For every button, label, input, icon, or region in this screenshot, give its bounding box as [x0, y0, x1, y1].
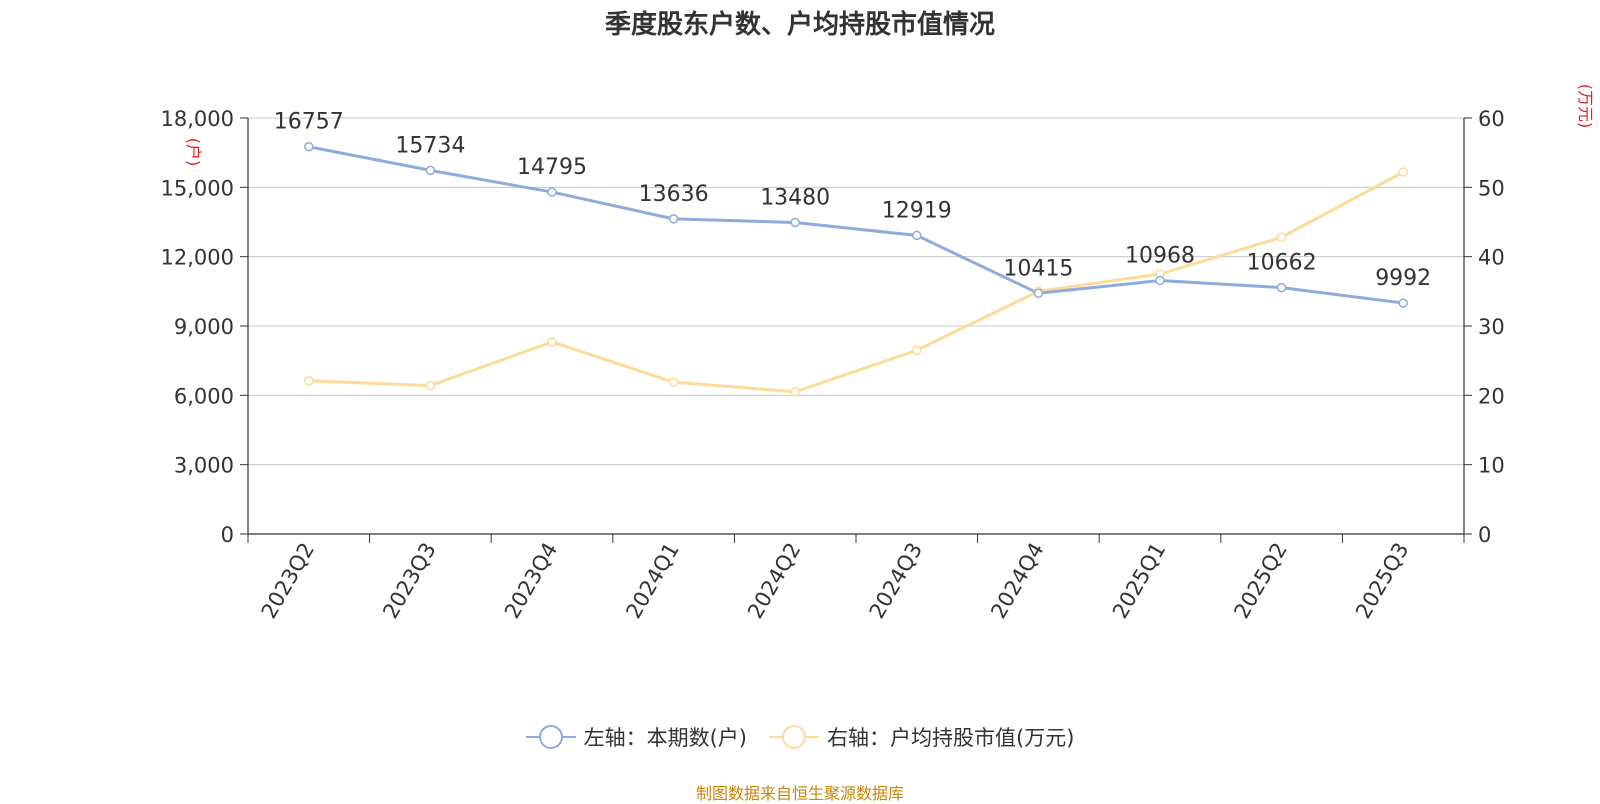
data-point-avg-market-value	[1276, 232, 1287, 243]
y-left-unit: (户)	[184, 138, 203, 167]
data-label-shareholder-count: 13636	[639, 182, 709, 207]
data-point-shareholder-count	[1398, 298, 1408, 308]
y-left-tick-label: 0	[221, 523, 234, 547]
y-right-unit: (万元)	[1576, 84, 1595, 129]
data-point-avg-market-value	[547, 337, 557, 347]
y-left-tick-label: 3,000	[174, 454, 234, 478]
data-point-avg-market-value	[425, 380, 436, 391]
y-left-tick-label: 15,000	[161, 176, 234, 200]
data-label-shareholder-count: 15734	[395, 133, 465, 158]
y-right-tick-label: 30	[1478, 315, 1505, 339]
legend-marker-series-1	[525, 725, 576, 749]
x-tick-label: 2023Q3	[378, 539, 440, 623]
y-right-tick-label: 40	[1478, 246, 1505, 270]
x-tick-label: 2025Q2	[1229, 539, 1291, 623]
legend: 左轴：本期数(户) 右轴：户均持股市值(万元)	[0, 722, 1600, 752]
data-point-avg-market-value	[668, 377, 679, 387]
data-label-shareholder-count: 10415	[1003, 256, 1073, 281]
x-tick-label: 2024Q1	[621, 539, 683, 623]
data-point-shareholder-count	[912, 230, 922, 241]
data-label-shareholder-count: 10662	[1247, 251, 1317, 276]
data-point-shareholder-count	[304, 141, 314, 152]
legend-marker-series-2	[769, 725, 819, 749]
legend-label-series-1: 左轴：本期数(户)	[583, 726, 747, 750]
data-label-shareholder-count: 10968	[1125, 244, 1195, 269]
data-point-shareholder-count	[1155, 275, 1165, 286]
x-tick-label: 2023Q2	[257, 539, 319, 623]
data-point-avg-market-value	[304, 376, 314, 386]
data-point-avg-market-value	[912, 345, 922, 356]
y-right-tick-label: 0	[1478, 523, 1491, 547]
x-tick-label: 2024Q3	[865, 539, 927, 623]
chart-title: 季度股东户数、户均持股市值情况	[604, 10, 995, 40]
data-label-shareholder-count: 12919	[882, 198, 952, 223]
y-left-tick-label: 6,000	[174, 384, 234, 408]
series-line-avg-market-value	[308, 170, 1404, 394]
data-label-shareholder-count: 16757	[274, 110, 344, 135]
y-right-tick-label: 20	[1478, 384, 1505, 408]
legend-label-series-2: 右轴：户均持股市值(万元)	[827, 726, 1075, 750]
data-point-shareholder-count	[425, 165, 436, 176]
y-right-tick-label: 10	[1478, 454, 1505, 478]
x-tick-label: 2025Q1	[1108, 539, 1170, 623]
data-label-shareholder-count: 14795	[517, 155, 587, 180]
y-left-tick-label: 9,000	[174, 315, 234, 339]
data-point-avg-market-value	[790, 387, 800, 397]
x-tick-label: 2025Q3	[1351, 539, 1413, 623]
data-point-shareholder-count	[1033, 288, 1044, 299]
y-right-tick-label: 60	[1478, 107, 1505, 131]
series-line-shareholder-count	[308, 145, 1404, 305]
y-right-tick-label: 50	[1478, 176, 1505, 200]
x-tick-label: 2024Q2	[743, 539, 805, 623]
legend-item-series-1[interactable]: 左轴：本期数(户)	[525, 722, 747, 752]
source-note: 制图数据来自恒生聚源数据库	[695, 784, 904, 803]
data-point-shareholder-count	[668, 214, 679, 224]
data-point-shareholder-count	[1276, 282, 1287, 293]
data-point-shareholder-count	[547, 187, 557, 197]
data-label-shareholder-count: 9992	[1375, 266, 1431, 291]
x-tick-label: 2024Q4	[986, 539, 1048, 623]
legend-item-series-2[interactable]: 右轴：户均持股市值(万元)	[769, 722, 1074, 752]
x-tick-label: 2023Q4	[500, 539, 562, 623]
y-left-tick-label: 12,000	[161, 246, 234, 270]
data-point-shareholder-count	[790, 217, 800, 228]
data-label-shareholder-count: 13480	[760, 185, 830, 210]
y-left-tick-label: 18,000	[161, 107, 234, 131]
data-point-avg-market-value	[1398, 167, 1408, 177]
